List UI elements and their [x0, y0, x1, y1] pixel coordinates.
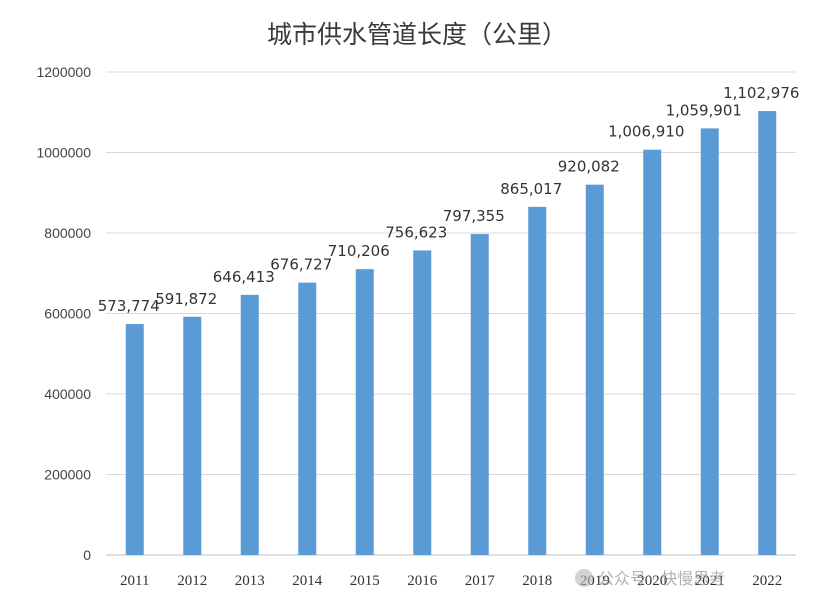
- x-tick-label: 2022: [752, 573, 782, 589]
- x-tick-label: 2015: [350, 573, 380, 589]
- data-label: 920,082: [558, 158, 620, 176]
- bar-2020: [643, 149, 662, 555]
- x-tick-label: 2016: [407, 573, 438, 589]
- x-tick-label: 2021: [695, 573, 725, 589]
- data-label: 1,102,976: [723, 84, 799, 102]
- x-tick-label: 2018: [522, 573, 552, 589]
- bar-2012: [183, 316, 202, 555]
- watermark: 公众号 · 快慢思考: [575, 569, 725, 588]
- bar-2021: [700, 128, 719, 556]
- x-tick-label: 2014: [292, 573, 323, 589]
- data-label: 1,059,901: [666, 101, 742, 119]
- bar-2019: [585, 184, 604, 555]
- bar-2018: [528, 206, 547, 555]
- bar-2017: [470, 234, 489, 555]
- bar-2016: [413, 250, 432, 556]
- data-label: 797,355: [443, 207, 505, 225]
- bar-2014: [298, 282, 317, 555]
- y-tick-label: 1200000: [36, 64, 91, 80]
- bar-2011: [125, 324, 144, 555]
- wechat-icon: [575, 569, 593, 587]
- chart-title: 城市供水管道长度（公里）: [267, 20, 567, 49]
- axes: 0 200000 400000 600000 800000 1000000 1200000 2…: [36, 64, 796, 589]
- data-label: 710,206: [328, 242, 390, 260]
- y-tick-label: 1000000: [36, 145, 91, 161]
- x-tick-label: 2017: [465, 573, 496, 589]
- bar-2022: [758, 111, 777, 556]
- y-tick-label: 400000: [44, 386, 91, 402]
- gridlines: [106, 71, 796, 475]
- data-label: 756,623: [385, 223, 447, 241]
- x-tick-label: 2012: [177, 573, 207, 589]
- data-label: 1,006,910: [608, 123, 684, 141]
- x-tick-label: 2011: [120, 573, 149, 589]
- y-tick-label: 0: [83, 547, 91, 563]
- x-tick-label: 2013: [235, 573, 265, 589]
- data-label: 646,413: [213, 268, 275, 286]
- data-label: 676,727: [270, 256, 332, 274]
- data-label: 591,872: [155, 290, 217, 308]
- x-tick-label: 2020: [637, 573, 667, 589]
- bar-2013: [240, 294, 259, 555]
- data-label: 865,017: [500, 180, 562, 198]
- y-tick-label: 800000: [44, 225, 91, 241]
- bars: [125, 111, 777, 556]
- y-tick-label: 600000: [44, 306, 91, 322]
- data-label: 573,774: [98, 297, 160, 315]
- watermark-text: 公众号 · 快慢思考: [598, 569, 725, 588]
- bar-2015: [355, 269, 374, 555]
- y-tick-label: 200000: [44, 467, 91, 483]
